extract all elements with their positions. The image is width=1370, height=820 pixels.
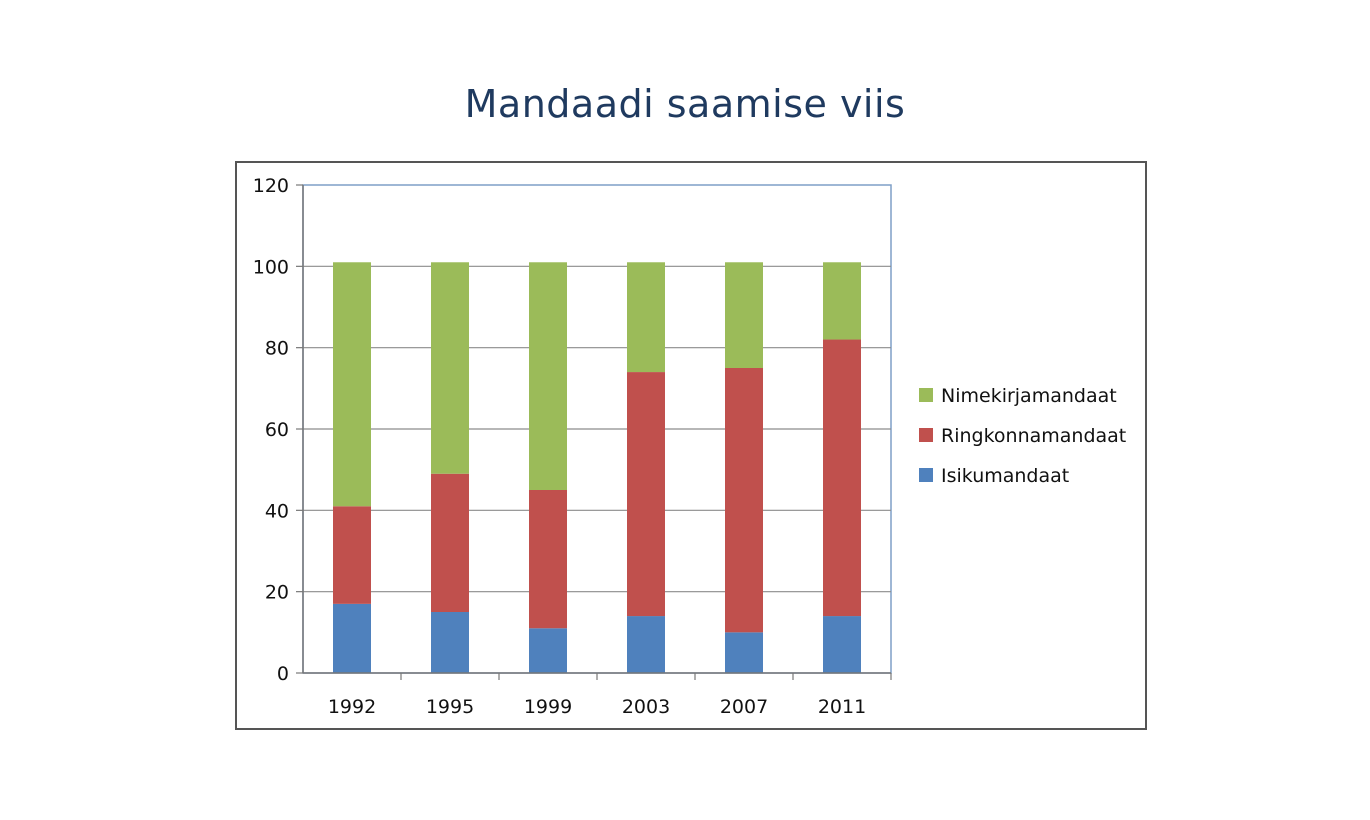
legend: Nimekirjamandaat Ringkonnamandaat Isikuman… [919,385,1126,487]
x-tick-label: 1992 [328,696,376,718]
bar-nimekirjamandaat-2003 [627,262,665,373]
y-tick-label: 120 [253,175,289,197]
y-tick-label: 0 [277,663,289,685]
y-tick-label: 20 [265,582,289,604]
bar-nimekirjamandaat-1995 [431,262,469,474]
legend-label-isikumandaat: Isikumandaat [941,465,1069,487]
y-tick-label: 100 [253,256,289,278]
x-tick-label: 1999 [524,696,572,718]
bar-isikumandaat-2007 [725,632,763,673]
axes: 0 20 40 60 80 100 120 1992 1995 1999 2003 2007 2011 [253,175,892,718]
legend-swatch-ringkonnamandaat [919,428,933,442]
y-tick-label: 40 [265,500,289,522]
bar-ringkonnamandaat-1999 [529,490,567,629]
bar-ringkonnamandaat-1995 [431,473,469,612]
bar-ringkonnamandaat-2003 [627,372,665,617]
bar-isikumandaat-2003 [627,616,665,673]
bar-isikumandaat-2011 [823,616,861,673]
bar-ringkonnamandaat-1992 [333,506,371,604]
bar-nimekirjamandaat-1992 [333,262,371,507]
bar-nimekirjamandaat-2011 [823,262,861,340]
x-tick-label: 1995 [426,696,474,718]
legend-label-nimekirjamandaat: Nimekirjamandaat [941,385,1117,407]
bars [333,262,861,673]
legend-swatch-nimekirjamandaat [919,388,933,402]
chart-title: Mandaadi saamise viis [464,82,906,126]
bar-nimekirjamandaat-1999 [529,262,567,490]
legend-label-ringkonnamandaat: Ringkonnamandaat [941,425,1126,447]
bar-ringkonnamandaat-2011 [823,339,861,617]
gridlines [302,184,892,674]
y-tick-label: 60 [265,419,289,441]
x-tick-label: 2007 [720,696,768,718]
x-tick-label: 2011 [818,696,866,718]
chart-frame: 0 20 40 60 80 100 120 1992 1995 1999 2003 2007 2011 … [235,161,1147,730]
x-tick-label: 2003 [622,696,670,718]
bar-isikumandaat-1992 [333,603,371,673]
bar-ringkonnamandaat-2007 [725,368,763,633]
bar-isikumandaat-1999 [529,628,567,673]
y-tick-label: 80 [265,338,289,360]
bar-isikumandaat-1995 [431,612,469,673]
legend-swatch-isikumandaat [919,468,933,482]
bar-nimekirjamandaat-2007 [725,262,763,368]
